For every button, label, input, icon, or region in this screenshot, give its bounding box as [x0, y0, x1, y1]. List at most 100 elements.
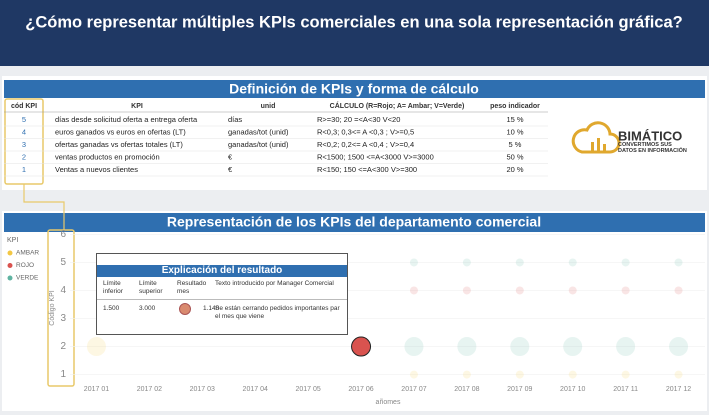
- logo-tagline: CONVERTIMOS SUS DATOS EN INFORMACIÓN: [618, 142, 687, 154]
- table-cell: €: [228, 152, 233, 161]
- y-tick-label: 5: [60, 257, 66, 268]
- table-cell: €: [228, 165, 233, 174]
- y-tick-label: 6: [60, 229, 66, 240]
- column-header: unid: [261, 103, 276, 110]
- data-point: [674, 258, 683, 267]
- x-tick-label: 2017 11: [613, 386, 638, 393]
- table-cell: ofertas ganadas vs ofertas totales (LT): [55, 140, 183, 149]
- tooltip: Explicación del resultado Límite inferio…: [96, 253, 348, 335]
- x-tick-label: 2017 12: [666, 386, 691, 393]
- table-cell: 50 %: [506, 152, 523, 161]
- tooltip-cell: Límite inferior: [103, 280, 123, 295]
- table-cell: R<150; 150 <=A<300 V>=300: [317, 165, 417, 174]
- table-cell: ganadas/tot (unid): [228, 127, 289, 136]
- x-tick-label: 2017 09: [507, 386, 532, 393]
- data-point: [674, 370, 683, 379]
- table-cell: 5 %: [509, 140, 522, 149]
- table-cell: R<0,3; 0,3<= A <0,3 ; V>=0,5: [317, 127, 414, 136]
- data-point: [621, 258, 630, 267]
- y-tick-label: 1: [60, 369, 66, 380]
- y-tick-label: 3: [60, 313, 66, 324]
- table-cell: 2: [22, 152, 26, 161]
- logo-bar: [603, 144, 606, 152]
- data-point: [568, 286, 577, 295]
- legend-marker: [7, 275, 13, 281]
- table-cell: días desde solicitud oferta a entrega of…: [55, 115, 198, 124]
- legend-marker: [7, 263, 13, 268]
- legend-label: AMBAR: [16, 250, 39, 257]
- column-header: KPI: [131, 103, 143, 110]
- highlight-box: [47, 229, 75, 387]
- tooltip-cell: 1.140: [203, 305, 220, 312]
- data-point: [86, 337, 106, 357]
- tooltip-cell: 1.500: [103, 305, 120, 312]
- data-point: [409, 370, 418, 379]
- data-point: [616, 337, 636, 357]
- data-point: [404, 337, 424, 357]
- table-cell: Ventas a nuevos clientes: [55, 165, 138, 174]
- header-bar: [0, 0, 709, 66]
- table-cell: 10 %: [506, 127, 523, 136]
- data-point: [621, 286, 630, 295]
- tooltip-header: Límite inferior Límite superior Resultado …: [97, 277, 347, 300]
- table-cell: 15 %: [506, 115, 523, 124]
- table-cell: ventas productos en promoción: [55, 152, 160, 161]
- x-tick-label: 2017 08: [454, 386, 479, 393]
- table-cell: euros ganados vs euros en ofertas (LT): [55, 127, 186, 136]
- table-cell: R<0,2; 0,2<= A <0,4 ; V>=0,4: [317, 140, 414, 149]
- data-point: [568, 258, 577, 267]
- data-point: [621, 370, 630, 379]
- data-point: [568, 370, 577, 379]
- tooltip-cell: Texto introducido por Manager Comercial: [215, 280, 334, 287]
- tooltip-title: Explicación del resultado: [97, 265, 347, 277]
- chart-title-bar: [4, 213, 705, 232]
- page-title: ¿Cómo representar múltiples KPIs comerci…: [25, 13, 682, 31]
- x-tick-label: 2017 07: [401, 386, 426, 393]
- table-cell: 3: [22, 140, 26, 149]
- data-point: [409, 258, 418, 267]
- legend-label: ROJO: [16, 262, 34, 269]
- column-header: peso indicador: [490, 103, 540, 110]
- column-header: CÁLCULO (R=Rojo; A= Ambar; V=Verde): [330, 101, 465, 110]
- legend-label: VERDE: [16, 275, 39, 282]
- table-title-bar: [4, 80, 705, 98]
- tooltip-row: 1.500 3.000 1.140 Se están cerrando pedidos…: [97, 300, 347, 326]
- logo-bar: [591, 142, 594, 152]
- x-tick-label: 2017 01: [84, 386, 109, 393]
- connector: [23, 184, 65, 230]
- logo-name: BIMÁTICO: [618, 128, 682, 143]
- data-point: [674, 286, 683, 295]
- x-tick-label: 2017 03: [190, 386, 215, 393]
- data-point: [510, 337, 530, 357]
- logo-bar: [597, 138, 600, 152]
- x-tick-label: 2017 02: [137, 386, 162, 393]
- data-point: [409, 286, 418, 295]
- x-tick-label: 2017 04: [243, 386, 268, 393]
- table-cell: 5: [22, 115, 26, 124]
- table-cell: ganadas/tot (unid): [228, 140, 289, 149]
- y-axis-title: Código KPI: [49, 290, 56, 325]
- tooltip-cell: Resultado mes: [177, 280, 207, 295]
- y-tick-label: 4: [60, 285, 66, 296]
- table-cell: R<1500; 1500 <=A<3000 V>=3000: [317, 152, 434, 161]
- table-cell: R>=30; 20 =<A<30 V<20: [317, 115, 400, 124]
- table-title: Definición de KPIs y forma de cálculo: [229, 81, 479, 97]
- table-cell: 20 %: [506, 165, 523, 174]
- data-point: [563, 337, 583, 357]
- x-tick-label: 2017 06: [348, 386, 373, 393]
- logo-icon: [571, 121, 621, 154]
- tooltip-cell: Límite superior: [139, 280, 163, 295]
- data-point: [351, 336, 372, 357]
- data-point: [462, 370, 471, 379]
- x-axis-title: añomes: [376, 399, 401, 406]
- status-dot: [179, 303, 191, 315]
- data-point: [457, 337, 477, 357]
- data-point: [462, 286, 471, 295]
- legend-marker: [7, 250, 13, 256]
- column-header: cód KPI: [11, 103, 37, 110]
- tooltip-cell: Se están cerrando pedidos importantes pa…: [215, 305, 340, 320]
- y-tick-label: 2: [60, 341, 66, 352]
- legend-title: KPI: [7, 237, 18, 244]
